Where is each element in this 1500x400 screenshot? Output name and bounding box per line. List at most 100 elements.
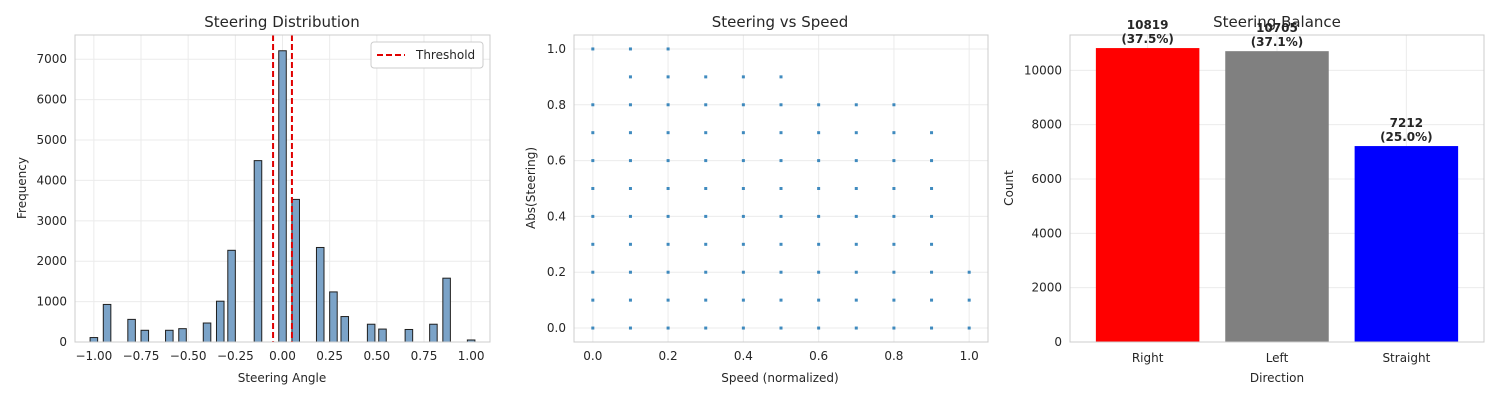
scatter-point [591,298,595,302]
scatter-point [892,326,896,330]
scatter-point [779,214,783,218]
bar-percent-label: (25.0%) [1380,130,1433,144]
steering-vs-speed-chart: Steering vs Speed Speed (normalized) Abs… [524,13,989,385]
scatter-point [779,131,783,135]
x-tick-label: 0.4 [734,349,753,363]
scatter-point [930,298,934,302]
scatter-point [741,131,745,135]
bars [1095,48,1459,343]
scatter-point [779,298,783,302]
y-tick-label: 1.0 [547,42,566,56]
histogram-bar [278,50,287,343]
steering-balance-chart: Steering Balance Direction Count Right Le… [1002,13,1485,385]
scatter-point [666,47,670,51]
scatter-point [817,270,821,274]
histogram-bar [102,303,112,343]
scatter-point [666,270,670,274]
scatter-point [892,187,896,190]
chart-title: Steering Balance [1213,13,1341,31]
y-tick-label: 0.2 [547,265,566,279]
x-tick-label: 0.25 [316,349,343,363]
scatter-point [854,159,858,163]
scatter-point [930,187,934,190]
scatter-point [892,270,896,274]
scatter-point [591,326,595,330]
x-tick-labels: 0.0 0.2 0.4 0.6 0.8 1.0 [583,349,978,363]
scatter-point [628,103,632,107]
scatter-point [741,242,745,246]
y-tick-label: 6000 [1031,172,1062,186]
histogram-bar [378,328,387,343]
scatter-point [817,131,821,135]
y-tick-label: 8000 [1031,118,1062,132]
y-tick-label: 6000 [36,93,67,107]
bar-straight [1354,146,1459,342]
scatter-point [666,159,670,163]
y-axis-label: Frequency [15,157,29,219]
scatter-point [854,131,858,135]
legend-threshold-label: Threshold [415,48,475,62]
scatter-point [704,242,708,246]
histogram-bar [140,329,150,343]
scatter-point [628,298,632,302]
x-tick-label: 1.0 [960,349,979,363]
histogram-bar [442,277,451,343]
y-tick-label: 0.0 [547,321,566,335]
y-tick-label: 4000 [1031,226,1062,240]
x-tick-label: Left [1266,351,1289,365]
histogram-bar [202,322,212,343]
scatter-point [666,242,670,246]
y-tick-labels: 0.0 0.2 0.4 0.6 0.8 1.0 [547,42,566,335]
bar-value-label: 10705 [1256,21,1298,35]
y-axis-label: Abs(Steering) [524,147,538,229]
y-tick-labels: 0 2000 4000 6000 8000 10000 [1024,63,1062,349]
x-tick-label: 0.8 [884,349,903,363]
plot-frame [573,34,989,343]
bar-percent-label: (37.1%) [1251,35,1304,49]
scatter-point [741,214,745,218]
scatter-point [779,159,783,163]
scatter-point [741,270,745,274]
scatter-point [741,75,745,79]
scatter-point [854,242,858,246]
scatter-point [704,270,708,274]
scatter-point [741,326,745,330]
scatter-point [930,131,934,135]
scatter-point [704,298,708,302]
bar-value-label: 7212 [1390,116,1423,130]
scatter-point [817,214,821,218]
scatter-point [854,270,858,274]
bar-left [1225,51,1329,343]
scatter-point [741,103,745,107]
scatter-point [591,214,595,218]
histogram-bar [89,337,99,343]
chart-title: Steering vs Speed [712,13,848,31]
scatter-point [666,326,670,330]
scatter-point [704,131,708,135]
histogram-bar [215,300,225,343]
scatter-point [591,270,595,274]
y-tick-label: 0.6 [547,154,566,168]
scatter-point [817,326,821,330]
x-tick-label: 0.50 [363,349,390,363]
scatter-point [779,326,783,330]
scatter-point [666,214,670,218]
histogram-bars [89,50,476,343]
y-tick-label: 4000 [36,173,67,187]
scatter-point [704,214,708,218]
histogram-bar [366,323,376,343]
x-tick-label: 0.0 [583,349,602,363]
scatter-point [892,214,896,218]
scatter-point [817,159,821,163]
scatter-point [779,242,783,246]
legend: Threshold [370,41,484,69]
y-axis-label: Count [1002,170,1016,206]
scatter-point [817,242,821,246]
x-axis-label: Direction [1250,371,1304,385]
scatter-point [930,214,934,218]
scatter-point [704,159,708,163]
scatter-point [628,75,632,79]
scatter-point [666,187,670,190]
y-tick-labels: 0 1000 2000 3000 4000 5000 6000 7000 [36,52,67,349]
histogram-bar [253,160,263,343]
